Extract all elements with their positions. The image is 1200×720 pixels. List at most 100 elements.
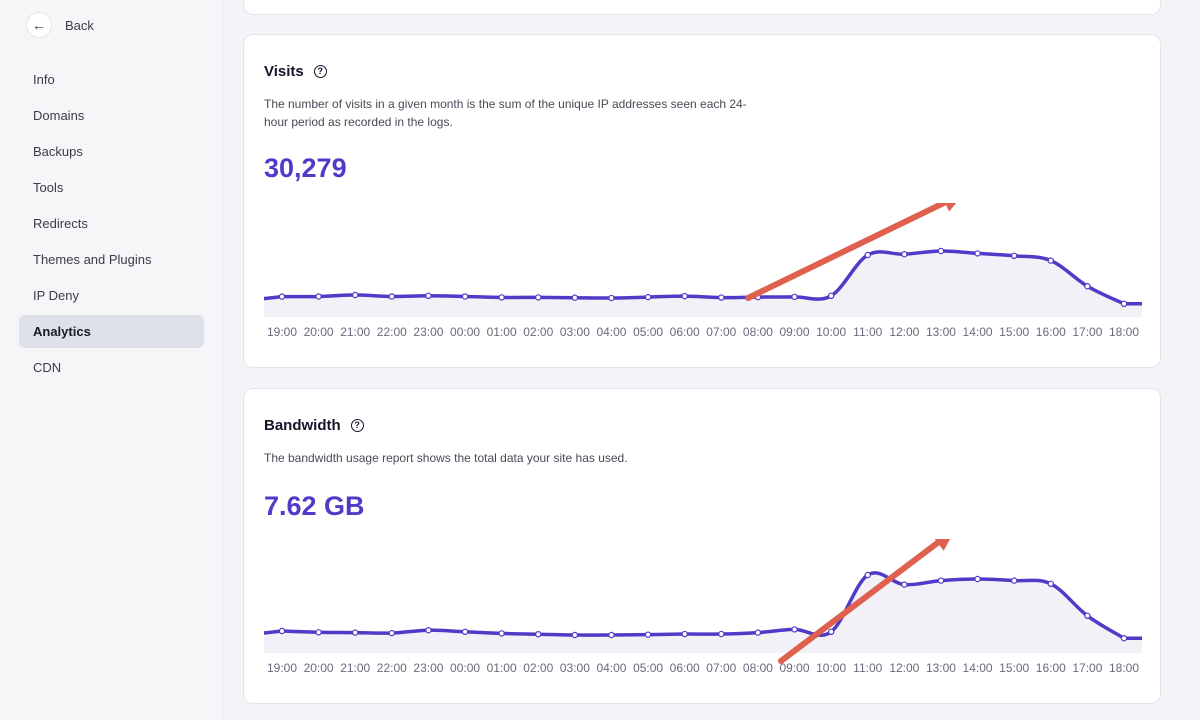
visits-tick-label: 13:00 (926, 325, 956, 339)
bandwidth-point[interactable] (1010, 577, 1018, 584)
bandwidth-point[interactable] (608, 631, 615, 639)
bandwidth-tick-label: 06:00 (670, 661, 700, 675)
visits-point[interactable] (644, 293, 652, 301)
bandwidth-point[interactable] (937, 577, 945, 584)
bandwidth-point[interactable] (461, 628, 469, 636)
visits-point[interactable] (278, 293, 286, 300)
bandwidth-line (264, 571, 1142, 640)
visits-point[interactable] (498, 294, 505, 301)
bandwidth-point[interactable] (681, 630, 688, 638)
main-content: Visits ? The number of visits in a given… (223, 0, 1200, 720)
visits-tick-label: 07:00 (706, 325, 736, 339)
bandwidth-tick-label: 18:00 (1109, 661, 1139, 675)
bandwidth-point[interactable] (864, 571, 871, 579)
visits-point[interactable] (535, 294, 542, 301)
visits-point[interactable] (461, 293, 469, 300)
visits-tick-label: 05:00 (633, 325, 663, 339)
bandwidth-tick-label: 02:00 (523, 661, 553, 675)
bandwidth-tick-label: 19:00 (267, 661, 297, 675)
visits-point[interactable] (937, 247, 945, 255)
bandwidth-point[interactable] (388, 629, 396, 637)
bandwidth-tick-label: 14:00 (963, 661, 993, 675)
visits-point[interactable] (352, 291, 359, 299)
sidebar-item-backups[interactable]: Backups (33, 144, 83, 159)
bandwidth-tick-label: 09:00 (780, 661, 810, 675)
bandwidth-tick-label: 08:00 (743, 661, 773, 675)
visits-point[interactable] (864, 251, 871, 259)
visits-line (264, 249, 1142, 306)
sidebar: ← Back Info Domains Backups Tools Redire… (0, 0, 223, 720)
visits-point[interactable] (315, 293, 322, 300)
bandwidth-value: 7.62 GB (264, 491, 365, 521)
help-icon[interactable]: ? (313, 65, 327, 78)
bandwidth-tick-label: 15:00 (999, 661, 1029, 675)
sidebar-item-info[interactable]: Info (33, 72, 55, 87)
bandwidth-tick-label: 21:00 (340, 661, 370, 675)
visits-point[interactable] (608, 294, 615, 302)
bandwidth-point[interactable] (1084, 612, 1091, 620)
bandwidth-point[interactable] (1047, 580, 1054, 588)
bandwidth-point[interactable] (498, 630, 505, 637)
bandwidth-tick-label: 03:00 (560, 661, 590, 675)
visits-tick-label: 16:00 (1036, 325, 1066, 339)
arrow-left-icon: ← (26, 12, 52, 38)
visits-tick-label: 04:00 (596, 325, 626, 339)
visits-point[interactable] (388, 293, 396, 300)
bandwidth-point[interactable] (315, 629, 322, 636)
visits-point[interactable] (681, 292, 688, 300)
bandwidth-chart: 19:00 20:00 21:00 22:00 23:00 00:00 01:00 02:00… (264, 539, 1142, 679)
visits-tick-label: 21:00 (340, 325, 370, 339)
visits-tick-label: 09:00 (780, 325, 810, 339)
bandwidth-point[interactable] (974, 575, 981, 583)
visits-tick-label: 18:00 (1109, 325, 1139, 339)
visits-title: Visits (264, 63, 304, 80)
visits-point[interactable] (425, 292, 432, 300)
sidebar-item-analytics[interactable]: Analytics (19, 315, 204, 348)
bandwidth-point[interactable] (425, 626, 432, 634)
visits-point[interactable] (1010, 252, 1018, 260)
bandwidth-point[interactable] (827, 628, 835, 636)
bandwidth-point[interactable] (352, 629, 359, 636)
sidebar-item-domains[interactable]: Domains (33, 108, 85, 123)
previous-card (243, 0, 1161, 15)
bandwidth-point[interactable] (754, 629, 762, 636)
visits-tick-label: 01:00 (487, 325, 517, 339)
back-button[interactable]: ← Back (26, 12, 94, 38)
visits-value: 30,279 (264, 153, 347, 183)
bandwidth-tick-label: 23:00 (413, 661, 443, 675)
bandwidth-point[interactable] (571, 631, 579, 639)
bandwidth-point[interactable] (1120, 634, 1128, 642)
visits-point[interactable] (718, 294, 725, 301)
bandwidth-tick-label: 01:00 (487, 661, 517, 675)
visits-point[interactable] (901, 251, 908, 258)
sidebar-item-ip-deny[interactable]: IP Deny (33, 288, 80, 303)
bandwidth-tick-label: 22:00 (377, 661, 407, 675)
visits-point[interactable] (1047, 257, 1054, 264)
sidebar-nav: Info Domains Backups Tools Redirects The… (19, 63, 204, 387)
bandwidth-point[interactable] (644, 631, 652, 638)
visits-point[interactable] (571, 294, 579, 301)
bandwidth-point[interactable] (901, 581, 908, 588)
visits-point[interactable] (1084, 282, 1091, 290)
bandwidth-point[interactable] (535, 630, 542, 638)
sidebar-item-cdn[interactable]: CDN (33, 360, 62, 375)
visits-tick-label: 23:00 (413, 325, 443, 339)
visits-tick-label: 00:00 (450, 325, 480, 339)
bandwidth-tick-label: 17:00 (1072, 661, 1102, 675)
sidebar-item-redirects[interactable]: Redirects (33, 216, 88, 231)
visits-point[interactable] (827, 292, 835, 300)
visits-chart: 19:00 20:00 21:00 22:00 23:00 00:00 01:00 02:00… (264, 203, 1142, 343)
visits-point[interactable] (974, 250, 981, 257)
bandwidth-point[interactable] (718, 630, 725, 638)
bandwidth-tick-label: 10:00 (816, 661, 846, 675)
visits-tick-label: 02:00 (523, 325, 553, 339)
help-icon[interactable]: ? (350, 419, 364, 432)
visits-point[interactable] (791, 293, 798, 301)
visits-point[interactable] (1120, 300, 1128, 308)
bandwidth-description: The bandwidth usage report shows the tot… (264, 451, 628, 465)
sidebar-item-tools[interactable]: Tools (33, 180, 64, 195)
bandwidth-point[interactable] (278, 627, 286, 635)
sidebar-item-themes-and-plugins[interactable]: Themes and Plugins (33, 252, 152, 267)
bandwidth-point[interactable] (791, 626, 798, 633)
bandwidth-title-row: Bandwidth ? (264, 417, 364, 434)
